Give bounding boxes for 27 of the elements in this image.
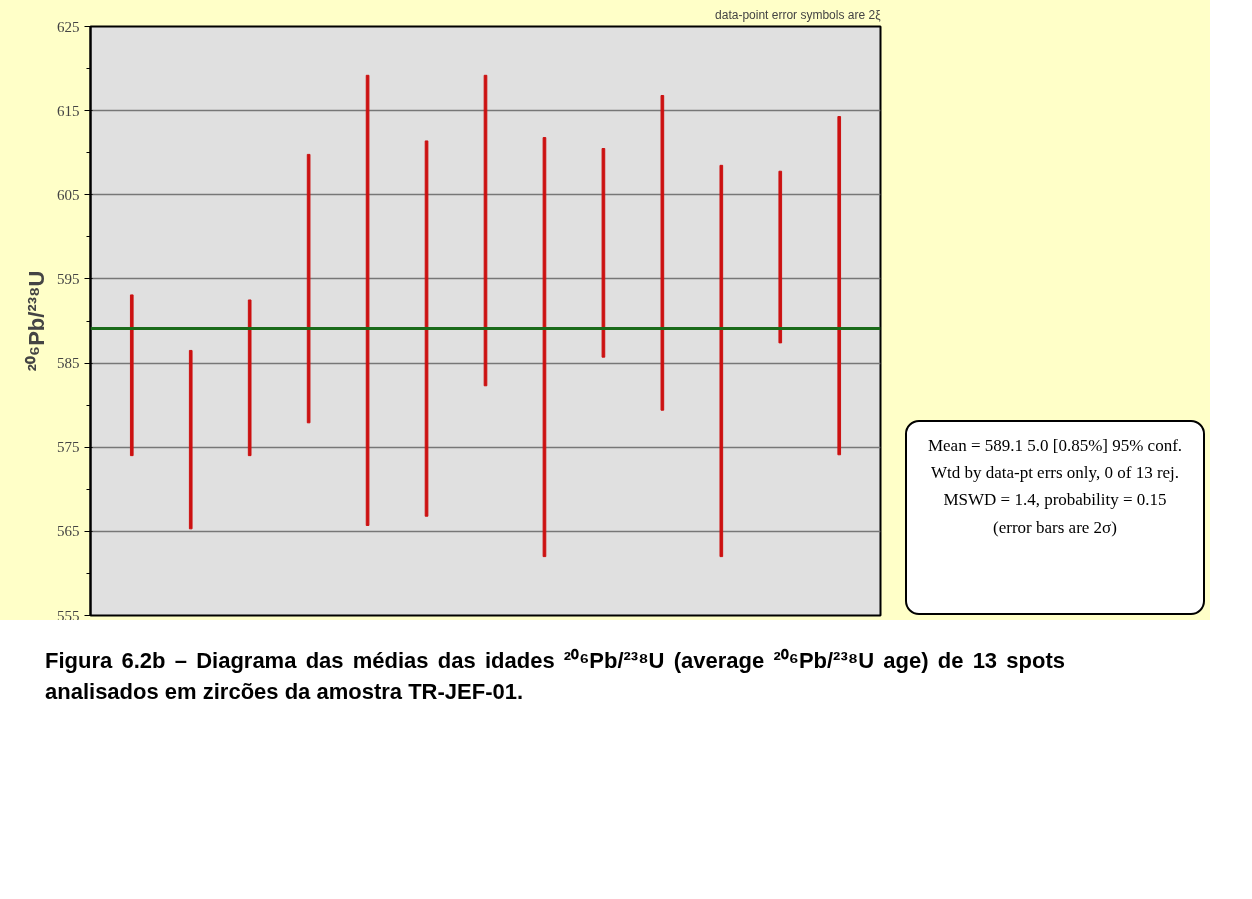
y-tick-label: 625	[57, 18, 80, 35]
text: Wtd by data-pt errs only, 0 of 13 rej.	[930, 463, 1180, 483]
bar	[129, 294, 134, 457]
y-tick-label: 575	[57, 439, 80, 456]
text: data-point error symbols are 2ξ	[715, 7, 882, 22]
bar	[306, 153, 311, 424]
y-tick-label: 585	[57, 355, 80, 372]
bar	[542, 137, 547, 558]
y-axis-title: ²⁰⁶Pb/²³⁸U	[24, 270, 49, 372]
text: MSWD = 1.4, probability = 0.15	[943, 490, 1167, 510]
y-tick-label: 615	[57, 102, 80, 119]
y-tick-label: 565	[57, 523, 80, 540]
bar	[660, 95, 665, 411]
y-tick-label: 555	[57, 607, 80, 624]
bar	[365, 74, 370, 526]
text: (error bars are 2σ)	[993, 517, 1117, 537]
bar	[424, 140, 429, 517]
bar	[601, 148, 606, 358]
bar	[719, 164, 724, 558]
text: Mean = 589.1 5.0 [0.85%] 95% conf.	[927, 436, 1183, 455]
bar	[837, 116, 842, 456]
bar	[188, 349, 193, 530]
text: Figura 6.2b – Diagrama das médias das idades ²⁰⁶Pb/²³⁸U (average ²⁰⁶Pb/²³⁸U age) de 13 spots analisados em zircões da amostra TR-JEF-01.	[45, 647, 1065, 707]
bar	[778, 170, 783, 344]
y-tick-label: 595	[57, 270, 80, 287]
y-tick-label: 605	[57, 186, 80, 203]
bar	[247, 299, 252, 457]
